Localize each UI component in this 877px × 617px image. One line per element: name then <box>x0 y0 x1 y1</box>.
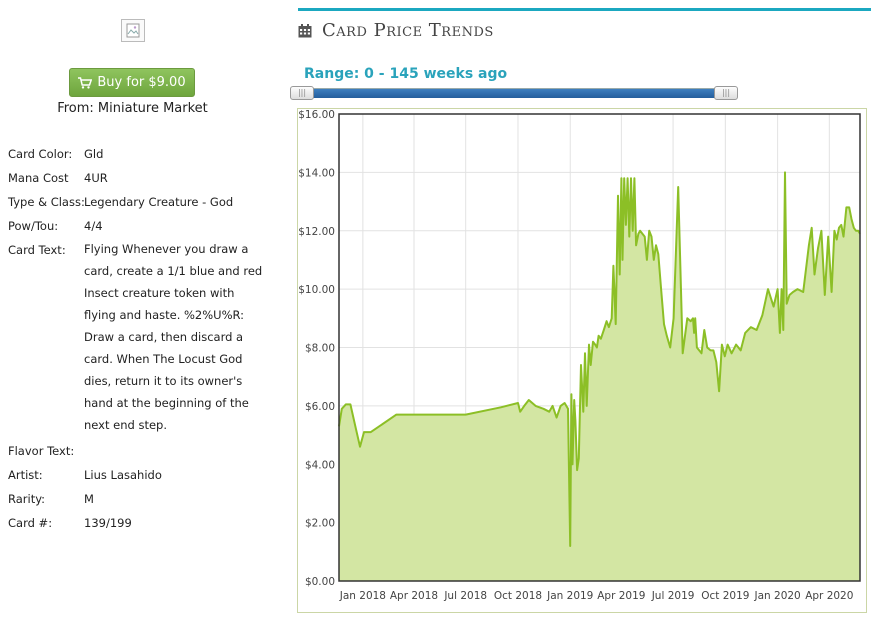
x-tick-label: Jan 2018 <box>339 590 386 602</box>
info-label: Artist: <box>8 468 43 482</box>
info-value: 4/4 <box>84 219 103 233</box>
info-label: Card #: <box>8 516 53 530</box>
x-tick-label: Apr 2020 <box>805 590 853 602</box>
range-label: Range: 0 - 145 weeks ago <box>304 66 508 82</box>
info-label: Rarity: <box>8 492 46 506</box>
y-tick-label: $0.00 <box>305 576 335 588</box>
info-value: 139/199 <box>84 516 132 530</box>
info-label: Pow/Tou: <box>8 219 59 233</box>
cart-icon <box>78 76 93 89</box>
y-tick-label: $10.00 <box>298 284 335 296</box>
y-tick-label: $4.00 <box>305 459 335 471</box>
slider-handle-min[interactable]: ||| <box>290 86 314 100</box>
info-value: M <box>84 492 94 506</box>
info-value: Gld <box>84 147 104 161</box>
slider-handle-max[interactable]: ||| <box>714 86 738 100</box>
info-label: Card Text: <box>8 243 66 257</box>
y-tick-label: $12.00 <box>298 226 335 238</box>
x-tick-label: Oct 2018 <box>494 590 542 602</box>
card-text-line: Insect creature token with <box>84 286 235 300</box>
card-text-line: Draw a card, then discard a <box>84 330 244 344</box>
y-tick-label: $14.00 <box>298 167 335 179</box>
price-line <box>338 171 861 547</box>
card-text-line: flying and haste. %2%U%R: <box>84 308 245 322</box>
slider-selected-range <box>302 89 724 98</box>
x-tick-label: Jan 2020 <box>753 590 800 602</box>
broken-image-icon <box>126 23 140 38</box>
price-area <box>339 172 860 581</box>
section-title: Card Price Trends <box>322 20 494 41</box>
y-tick-label: $8.00 <box>305 343 335 355</box>
x-tick-label: Apr 2018 <box>390 590 438 602</box>
plot-area-border <box>338 113 861 582</box>
info-label: Type & Class: <box>8 195 85 209</box>
buy-button-label: Buy for $9.00 <box>97 75 186 90</box>
card-text-line: card. When The Locust God <box>84 352 243 366</box>
info-label: Card Color: <box>8 147 73 161</box>
calendar-icon <box>298 24 312 38</box>
card-text: Flying Whenever you draw a card, create … <box>84 238 262 436</box>
y-tick-label: $2.00 <box>305 518 335 530</box>
card-text-line: hand at the beginning of the <box>84 396 249 410</box>
card-text-line: card, create a 1/1 blue and red <box>84 264 263 278</box>
y-tick-label: $16.00 <box>298 109 335 121</box>
card-text-line: Flying Whenever you draw a <box>84 242 249 256</box>
x-tick-label: Apr 2019 <box>597 590 645 602</box>
x-tick-label: Jul 2019 <box>651 590 695 602</box>
info-value: Legendary Creature - God <box>84 195 234 209</box>
info-value: Lius Lasahido <box>84 468 162 482</box>
vendor-label: From: Miniature Market <box>57 101 208 116</box>
x-tick-label: Oct 2019 <box>701 590 749 602</box>
header-rule <box>298 8 871 11</box>
info-label: Mana Cost <box>8 171 69 185</box>
buy-button[interactable]: Buy for $9.00 <box>69 68 195 97</box>
x-tick-label: Jul 2018 <box>443 590 487 602</box>
card-text-line: dies, return it to its owner's <box>84 374 243 388</box>
card-text-line: next end step. <box>84 418 167 432</box>
price-chart: $0.00 $2.00 $4.00 $6.00 $8.00 $10.00 $12.00 $14… <box>297 108 867 613</box>
info-label: Flavor Text: <box>8 444 75 458</box>
info-value: 4UR <box>84 171 108 185</box>
x-tick-label: Jan 2019 <box>546 590 593 602</box>
price-chart-container: $0.00 $2.00 $4.00 $6.00 $8.00 $10.00 $12.00 $14… <box>297 108 867 613</box>
card-image <box>121 19 145 42</box>
y-tick-label: $6.00 <box>305 401 335 413</box>
